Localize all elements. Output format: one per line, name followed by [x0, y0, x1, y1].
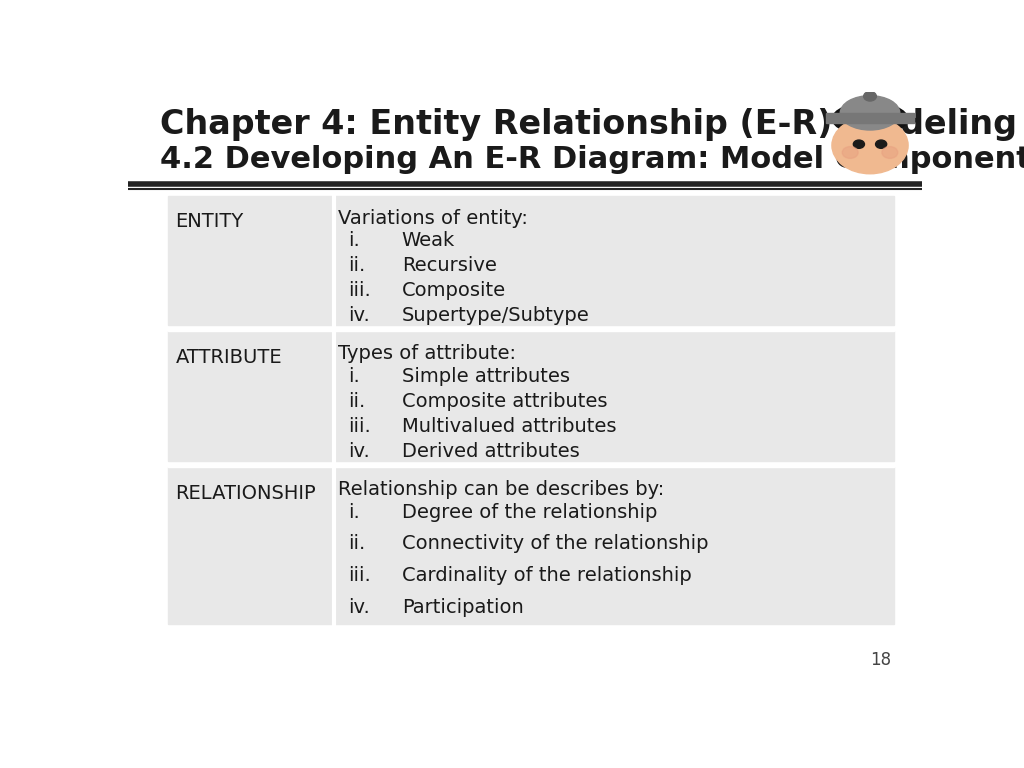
Text: Composite: Composite: [401, 281, 506, 300]
Bar: [168, 327, 894, 331]
Text: 4.2 Developing An E-R Diagram: Model Components: 4.2 Developing An E-R Diagram: Model Com…: [160, 145, 1024, 174]
Bar: [168, 196, 894, 325]
Text: Weak: Weak: [401, 231, 455, 250]
Text: Variations of entity:: Variations of entity:: [338, 209, 528, 227]
Text: i.: i.: [348, 231, 360, 250]
Circle shape: [831, 117, 908, 174]
Text: Types of attribute:: Types of attribute:: [338, 344, 516, 363]
Text: iv.: iv.: [348, 306, 371, 325]
Text: i.: i.: [348, 502, 360, 521]
Text: iv.: iv.: [348, 598, 371, 617]
Ellipse shape: [841, 96, 900, 130]
Text: Participation: Participation: [401, 598, 523, 617]
Ellipse shape: [833, 102, 907, 135]
Text: Cardinality of the relationship: Cardinality of the relationship: [401, 566, 691, 585]
FancyBboxPatch shape: [826, 114, 913, 123]
Circle shape: [842, 147, 858, 158]
Text: Relationship can be describes by:: Relationship can be describes by:: [338, 480, 665, 499]
Bar: [168, 331, 894, 461]
Text: Supertype/Subtype: Supertype/Subtype: [401, 306, 590, 325]
Text: i.: i.: [348, 366, 360, 386]
Bar: [128, 92, 922, 184]
Text: iv.: iv.: [348, 442, 371, 461]
Text: Derived attributes: Derived attributes: [401, 442, 580, 461]
Text: ENTITY: ENTITY: [176, 212, 244, 231]
Text: Multivalued attributes: Multivalued attributes: [401, 417, 616, 435]
Text: ATTRIBUTE: ATTRIBUTE: [176, 348, 283, 366]
Circle shape: [853, 140, 864, 148]
Text: Composite attributes: Composite attributes: [401, 392, 607, 411]
Text: ii.: ii.: [348, 256, 366, 275]
Text: Recursive: Recursive: [401, 256, 497, 275]
Text: RELATIONSHIP: RELATIONSHIP: [176, 484, 316, 502]
Text: Connectivity of the relationship: Connectivity of the relationship: [401, 535, 709, 554]
Circle shape: [882, 147, 898, 158]
Text: 18: 18: [870, 650, 892, 669]
Bar: [168, 467, 894, 624]
Text: iii.: iii.: [348, 281, 372, 300]
Circle shape: [876, 140, 887, 148]
Text: iii.: iii.: [348, 566, 372, 585]
Text: Degree of the relationship: Degree of the relationship: [401, 502, 657, 521]
Bar: [168, 464, 894, 467]
Text: ii.: ii.: [348, 535, 366, 554]
Text: Chapter 4: Entity Relationship (E-R) Modeling: Chapter 4: Entity Relationship (E-R) Mod…: [160, 108, 1017, 141]
Text: ii.: ii.: [348, 392, 366, 411]
Text: iii.: iii.: [348, 417, 372, 435]
Circle shape: [863, 91, 877, 101]
Text: Simple attributes: Simple attributes: [401, 366, 569, 386]
